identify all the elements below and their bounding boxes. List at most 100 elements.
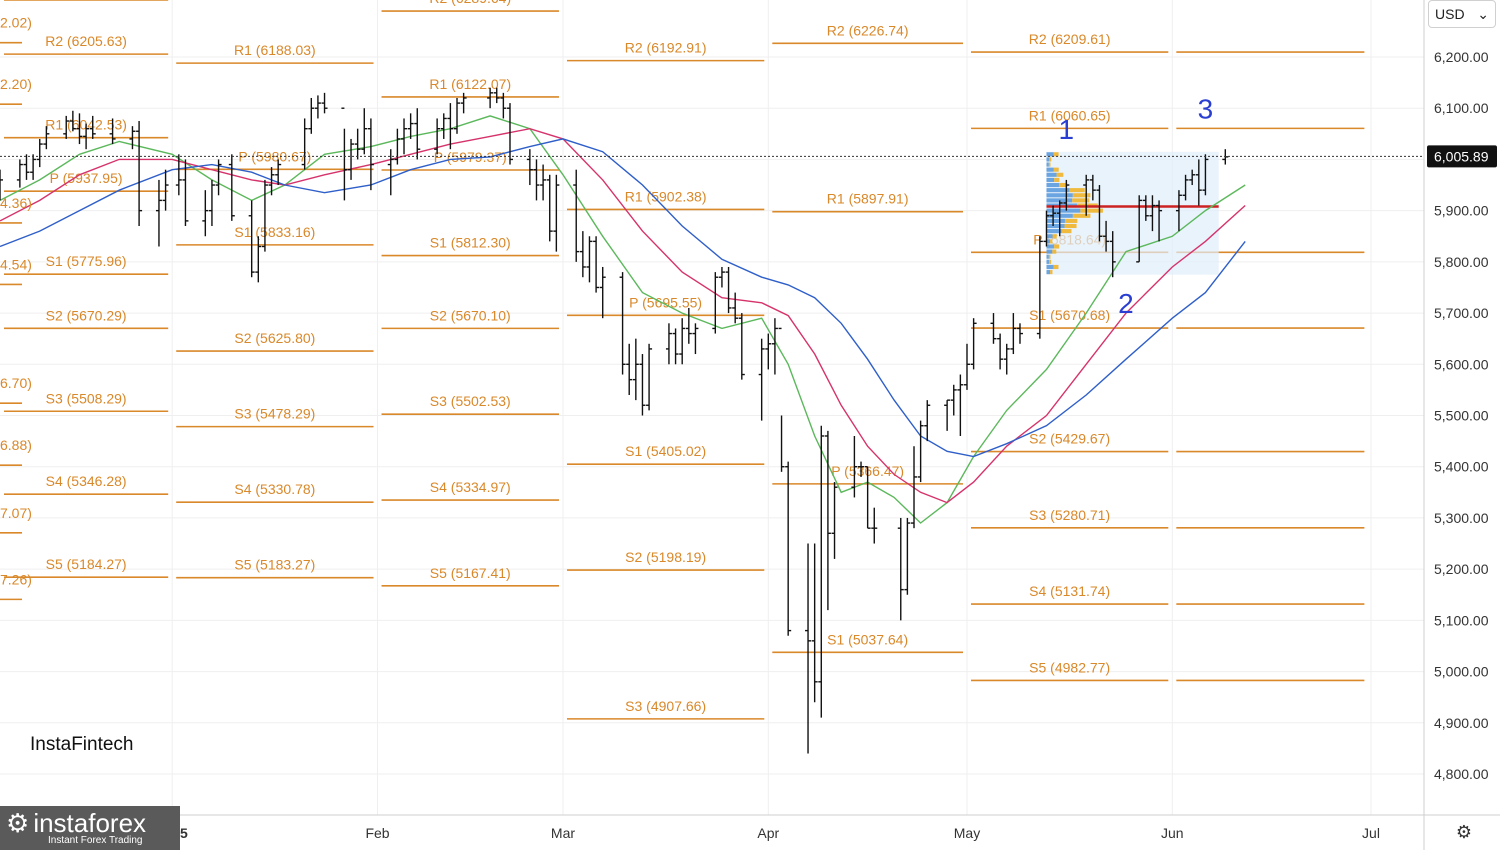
pivot-label: S3 (5478.29) — [234, 406, 315, 422]
ohlc-bar — [275, 159, 282, 186]
profile-bar — [1046, 254, 1049, 259]
time-tick-label: Mar — [551, 825, 575, 841]
ohlc-bar — [208, 179, 215, 227]
ohlc-bar — [30, 154, 37, 180]
ohlc-bar — [1182, 174, 1189, 201]
ohlc-bar — [917, 420, 924, 483]
ohlc-bar — [440, 113, 447, 139]
pivot-label: S4 (5330.78) — [234, 481, 315, 497]
ohlc-bar — [1142, 195, 1149, 221]
profile-bar — [1046, 172, 1057, 177]
ohlc-bar — [685, 307, 692, 344]
profile-bar — [1056, 172, 1064, 177]
ohlc-bar — [1016, 323, 1023, 344]
ohlc-bar — [1003, 343, 1010, 375]
pivot-label: R2 (6205.63) — [45, 33, 127, 49]
chart-grid — [0, 0, 1424, 815]
ohlc-bar — [23, 154, 30, 180]
profile-bar — [1046, 193, 1073, 198]
wave-label: 3 — [1198, 93, 1214, 124]
ohlc-bar — [553, 174, 560, 252]
currency-selector[interactable]: USD ⌄ — [1428, 0, 1496, 28]
price-tick-label: 5,400.00 — [1434, 459, 1489, 475]
ohlc-bar — [136, 121, 143, 227]
profile-bar — [1072, 193, 1091, 198]
ohlc-bar — [401, 118, 408, 155]
profile-bar — [1046, 264, 1054, 270]
pivot-label: R2 (6226.74) — [827, 22, 909, 38]
profile-bar — [1053, 152, 1059, 157]
ohlc-bar — [500, 92, 507, 119]
ohlc-bar — [904, 517, 911, 595]
ohlc-bar — [175, 154, 182, 196]
ohlc-bar — [824, 430, 831, 611]
ohlc-bar — [387, 149, 394, 196]
pivot-label: R2 (6289.64) — [429, 0, 511, 6]
partial-pivot-label: 2.20) — [0, 76, 32, 92]
ohlc-bar — [573, 169, 580, 262]
profile-bar — [1046, 270, 1051, 275]
ohlc-bar — [16, 159, 23, 188]
ohlc-bar — [533, 159, 540, 201]
ohlc-bar — [202, 190, 209, 237]
time-tick-label: Apr — [757, 825, 779, 841]
pivot-label: S3 (5502.53) — [430, 393, 511, 409]
profile-bar — [1064, 218, 1078, 223]
ohlc-bar — [109, 118, 116, 145]
gear-logo-icon: ⚙ — [6, 808, 30, 838]
pivot-label: S5 (5184.27) — [46, 556, 127, 572]
ohlc-bar — [871, 507, 878, 544]
profile-bar — [1050, 270, 1053, 275]
pivot-label: S4 (5334.97) — [430, 479, 511, 495]
ohlc-bar — [586, 236, 593, 283]
ohlc-bar — [725, 266, 732, 314]
ohlc-bar — [487, 87, 494, 109]
ohlc-bar — [308, 97, 315, 134]
ohlc-bar — [599, 266, 606, 319]
ohlc-bar — [1202, 154, 1209, 196]
profile-bar — [1052, 249, 1057, 254]
pivot-label: R1 (6188.03) — [234, 42, 316, 58]
ohlc-bar — [361, 108, 368, 155]
currency-value: USD — [1435, 6, 1465, 22]
ohlc-bar — [129, 126, 136, 150]
ohlc-bar — [540, 164, 547, 201]
partial-pivot-label: 6.70) — [0, 375, 32, 391]
ohlc-bar — [228, 154, 235, 221]
ohlc-bar — [712, 272, 719, 334]
ohlc-bar — [162, 169, 169, 211]
ohlc-bar — [858, 461, 865, 477]
profile-bar — [1049, 157, 1052, 162]
pivot-label: R2 (6192.91) — [625, 40, 707, 56]
ohlc-bar — [593, 236, 600, 293]
price-tick-label: 4,800.00 — [1434, 766, 1489, 782]
brand-watermark: InstaFintech — [30, 734, 134, 755]
ohlc-bar — [1109, 231, 1116, 278]
price-tick-label: 5,600.00 — [1434, 356, 1489, 372]
pivot-label: R1 (5902.38) — [625, 188, 707, 204]
pivot-label: S5 (5183.27) — [234, 557, 315, 573]
ohlc-bar — [679, 318, 686, 365]
profile-bar — [1064, 223, 1077, 229]
pivot-label: S2 (5198.19) — [625, 549, 706, 565]
ohlc-bar — [639, 354, 646, 416]
ohlc-bar — [493, 87, 500, 104]
pivot-label: R1 (6122.07) — [429, 76, 511, 92]
ohlc-bar — [672, 328, 679, 365]
instaforex-logo: ⚙ instaforex Instant Forex Trading — [0, 806, 180, 850]
profile-bar — [1069, 188, 1085, 193]
profile-bar — [1054, 244, 1060, 249]
profile-bar — [1046, 152, 1054, 157]
wave-label: 2 — [1118, 288, 1134, 319]
ohlc-bar — [718, 266, 725, 288]
gear-icon[interactable]: ⚙ — [1455, 822, 1473, 842]
ohlc-bar — [785, 461, 792, 636]
ohlc-bar — [255, 236, 262, 283]
pivot-label: S2 (5625.80) — [234, 330, 315, 346]
ohlc-bar — [911, 446, 918, 529]
profile-bar — [1072, 213, 1091, 218]
ohlc-bar — [43, 126, 50, 150]
pivot-label: S1 (5812.30) — [430, 235, 511, 251]
pivot-label: S1 (5405.02) — [625, 443, 706, 459]
